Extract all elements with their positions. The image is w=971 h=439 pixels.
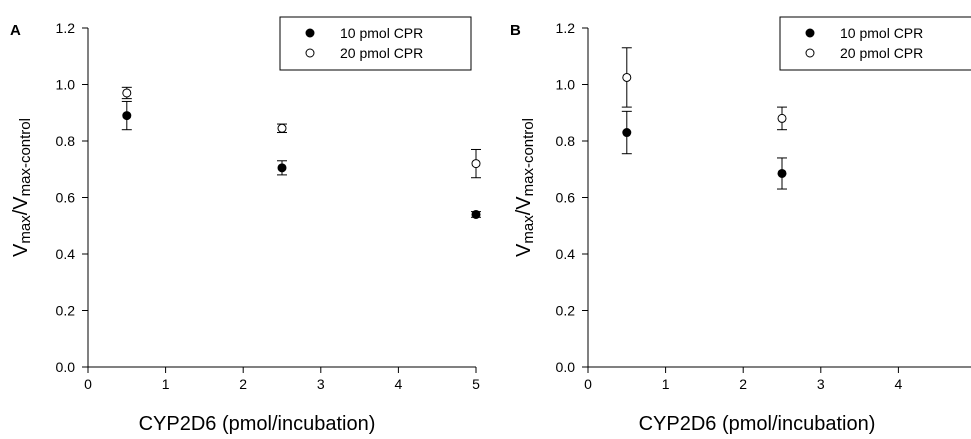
- data-point-open: [122, 88, 132, 98]
- legend-entry-label: 20 pmol CPR: [840, 45, 923, 61]
- y-axis-title-part: /V: [10, 196, 32, 216]
- data-point-open: [622, 72, 632, 82]
- y-tick-label: 1.2: [56, 20, 76, 36]
- legend-entry-label: 20 pmol CPR: [340, 45, 423, 61]
- data-point-open: [777, 113, 787, 123]
- data-point-open: [277, 123, 287, 133]
- y-tick-label: 1.0: [556, 77, 576, 93]
- legend-marker-filled: [805, 28, 815, 38]
- y-axis-title-part: V: [513, 243, 535, 257]
- x-axis-title: CYP2D6 (pmol/incubation): [139, 413, 376, 435]
- y-tick-label: 0.4: [556, 246, 576, 262]
- panel-label: A: [10, 22, 21, 39]
- y-tick-label: 0.0: [56, 359, 76, 375]
- y-axis-title: Vmax/Vmax-control: [513, 118, 537, 257]
- y-axis-title-subscript: max-control: [520, 118, 537, 196]
- x-tick-label: 1: [662, 376, 670, 392]
- x-tick-label: 5: [472, 376, 480, 392]
- data-point-filled: [122, 111, 132, 121]
- x-tick-label: 4: [395, 376, 403, 392]
- x-tick-label: 4: [895, 376, 903, 392]
- y-tick-label: 0.0: [556, 359, 576, 375]
- y-tick-label: 0.6: [56, 190, 76, 206]
- data-point-filled: [277, 163, 287, 173]
- data-point-open: [471, 159, 481, 169]
- legend-marker-filled: [305, 28, 315, 38]
- legend: 10 pmol CPR 20 pmol CPR: [279, 16, 472, 71]
- legend-marker-open: [305, 48, 315, 58]
- x-tick-label: 2: [239, 376, 247, 392]
- y-axis-title-subscript: max: [17, 215, 34, 244]
- panel-label: B: [510, 22, 521, 39]
- series-filled: [621, 110, 787, 190]
- data-point-filled: [471, 209, 481, 219]
- x-tick-label: 3: [817, 376, 825, 392]
- x-tick-label: 3: [317, 376, 325, 392]
- y-axis-title-subscript: max: [520, 215, 537, 244]
- x-tick-label: 2: [739, 376, 747, 392]
- y-axis-title-part: /V: [513, 196, 535, 216]
- y-tick-label: 0.6: [556, 190, 576, 206]
- series-open: [621, 47, 787, 131]
- y-tick-label: 0.8: [556, 133, 576, 149]
- series-filled: [121, 100, 481, 219]
- x-tick-label: 1: [162, 376, 170, 392]
- y-tick-label: 1.2: [556, 20, 576, 36]
- x-tick-label: 0: [84, 376, 92, 392]
- data-point-filled: [777, 168, 787, 178]
- y-tick-label: 0.2: [56, 303, 76, 319]
- y-axis-title-subscript: max-control: [17, 118, 34, 196]
- legend-box: [779, 16, 971, 71]
- chart-panel-a: A 0.0 0.2 0.4 0.6 0.8 1.0 1.2 0 1 2 3 4 5 CYP2D6 (pmol…: [10, 16, 481, 435]
- legend-entry-label: 10 pmol CPR: [340, 25, 423, 41]
- y-axis-title: Vmax/Vmax-control: [10, 118, 34, 257]
- legend-marker-open: [805, 48, 815, 58]
- y-axis-title-part: V: [10, 243, 32, 257]
- series-open: [121, 86, 481, 179]
- legend-entry-label: 10 pmol CPR: [840, 25, 923, 41]
- legend-box: [279, 16, 472, 71]
- x-tick-label: 0: [584, 376, 592, 392]
- y-tick-label: 0.8: [56, 133, 76, 149]
- y-tick-label: 1.0: [56, 77, 76, 93]
- data-point-filled: [622, 128, 632, 138]
- y-tick-label: 0.4: [56, 246, 76, 262]
- y-tick-label: 0.2: [556, 303, 576, 319]
- x-axis-title: CYP2D6 (pmol/incubation): [639, 413, 876, 435]
- legend: 10 pmol CPR 20 pmol CPR: [779, 16, 971, 71]
